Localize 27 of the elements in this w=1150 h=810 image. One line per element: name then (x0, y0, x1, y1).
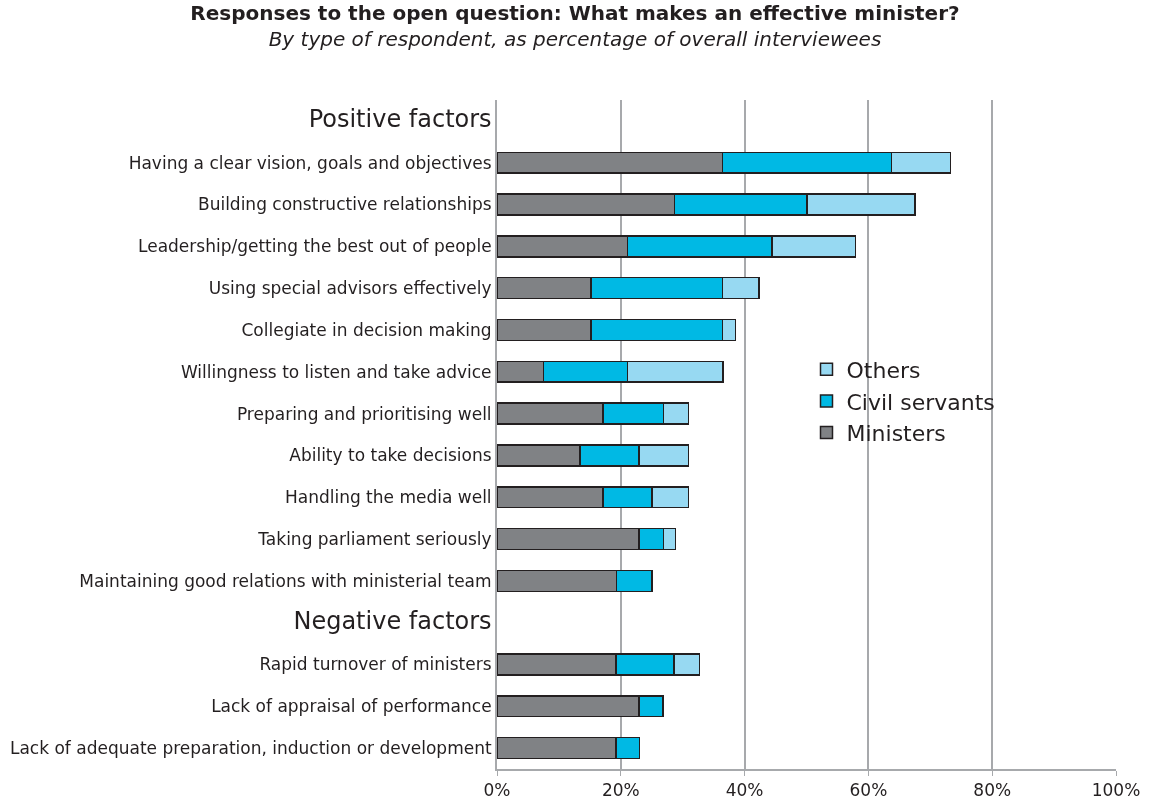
x-tick-label: 80% (973, 780, 1012, 801)
y-tick-label: Willingness to listen and take advice (180, 361, 492, 382)
y-tick-label: Lack of adequate preparation, induction or development (9, 738, 492, 759)
y-tick-label: Negative factors (293, 606, 492, 635)
legend-label: Civil servants (846, 389, 995, 415)
x-tick-label: 100% (1091, 780, 1141, 801)
y-tick-label: Collegiate in decision making (241, 319, 492, 340)
y-tick-label: Ability to take decisions (289, 445, 492, 466)
y-tick-label: Leadership/getting the best out of people (138, 236, 492, 257)
chart-subtitle: By type of respondent, as percentage of overall interviewees (268, 27, 882, 52)
y-tick-label: Using special advisors effectively (208, 278, 492, 299)
y-tick-label: Having a clear vision, goals and objectives (128, 152, 492, 173)
y-tick-label: Rapid turnover of ministers (259, 654, 492, 675)
x-tick-label: 60% (849, 780, 888, 801)
y-tick-label: Handling the media well (284, 487, 492, 508)
y-tick-label: Positive factors (308, 104, 492, 133)
y-tick-label: Maintaining good relations with ministerial team (79, 570, 492, 591)
chart-title: Responses to the open question: What makes an effective minister? (190, 1, 960, 26)
legend-label: Ministers (846, 421, 946, 447)
x-tick-label: 40% (725, 780, 764, 801)
y-tick-label: Lack of appraisal of performance (211, 696, 492, 717)
x-tick-label: 0% (483, 780, 511, 801)
y-tick-label: Building constructive relationships (197, 194, 492, 215)
x-tick-label: 20% (601, 780, 640, 801)
y-tick-label: Preparing and prioritising well (236, 403, 492, 424)
legend-label: Others (846, 357, 921, 383)
y-tick-label: Taking parliament seriously (257, 528, 492, 549)
